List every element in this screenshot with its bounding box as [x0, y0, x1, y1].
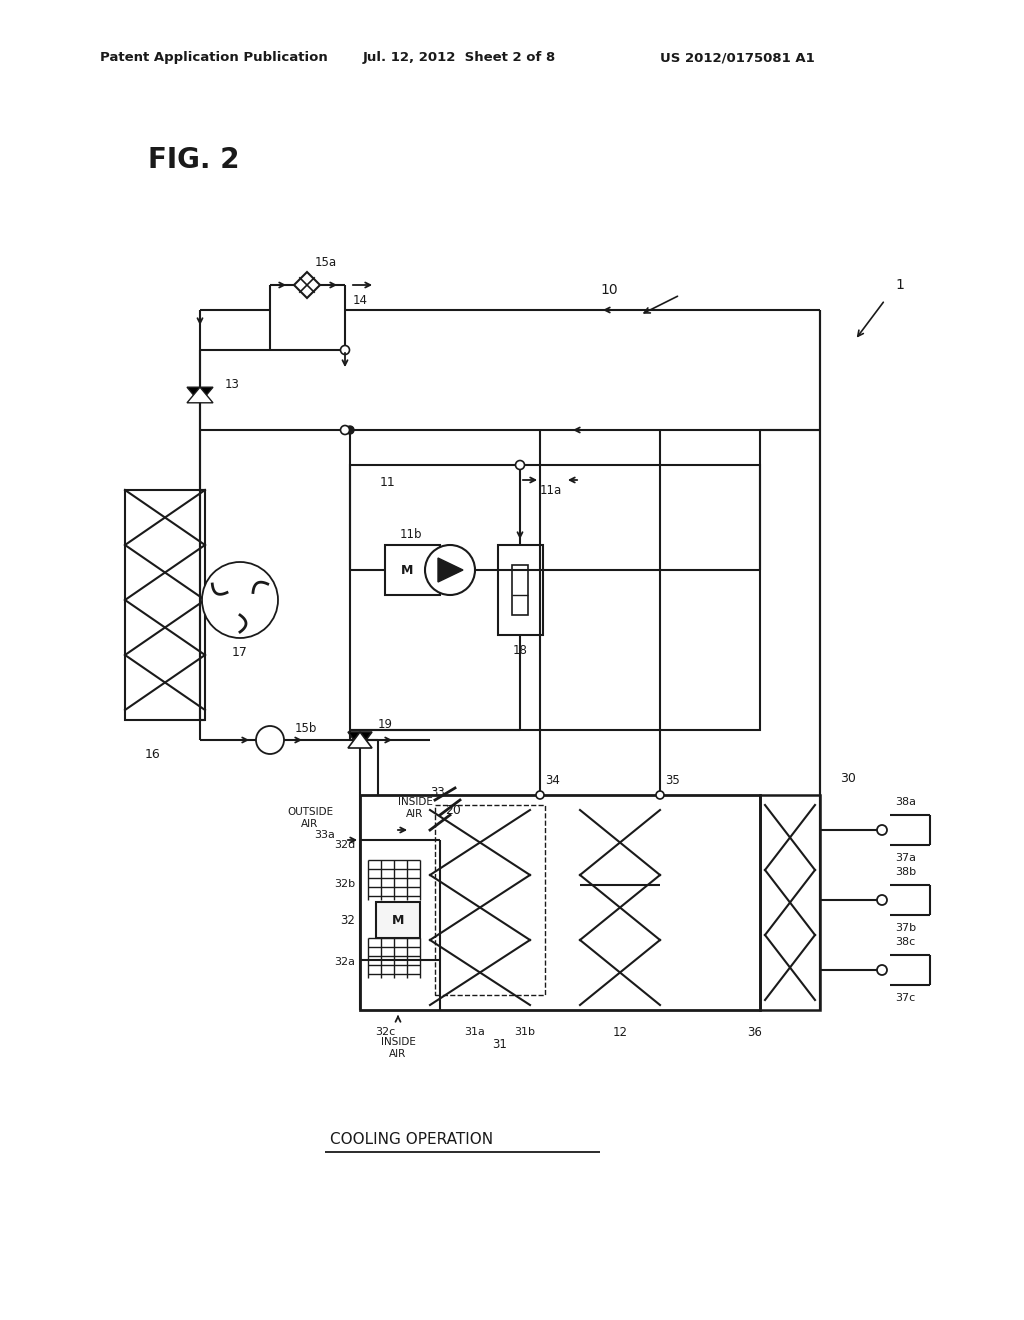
- Text: 11a: 11a: [540, 483, 562, 496]
- Text: 15a: 15a: [315, 256, 337, 268]
- Text: M: M: [392, 913, 404, 927]
- Bar: [760, 795, 820, 1010]
- Circle shape: [877, 825, 887, 836]
- Text: COOLING OPERATION: COOLING OPERATION: [330, 1133, 494, 1147]
- Text: 37b: 37b: [895, 923, 916, 933]
- Bar: [125, 490, 205, 719]
- Text: 38c: 38c: [895, 937, 915, 946]
- Text: 16: 16: [145, 748, 161, 762]
- Text: 14: 14: [353, 293, 368, 306]
- Text: 30: 30: [840, 771, 856, 784]
- Text: 31a: 31a: [465, 1027, 485, 1038]
- Text: 35: 35: [665, 774, 680, 787]
- Bar: [350, 465, 760, 730]
- Circle shape: [346, 426, 354, 434]
- Text: 19: 19: [378, 718, 393, 731]
- Polygon shape: [187, 387, 213, 403]
- Text: 38b: 38b: [895, 867, 916, 876]
- Text: 32d: 32d: [334, 840, 355, 850]
- Text: 11: 11: [380, 477, 395, 490]
- Bar: [385, 545, 440, 595]
- Circle shape: [877, 895, 887, 906]
- Text: 1: 1: [895, 279, 904, 292]
- Text: 31: 31: [493, 1039, 508, 1052]
- Text: 32a: 32a: [334, 957, 355, 968]
- Bar: [512, 565, 528, 615]
- Text: 20: 20: [445, 804, 461, 817]
- Circle shape: [202, 562, 278, 638]
- Text: INSIDE
AIR: INSIDE AIR: [381, 1038, 416, 1059]
- Text: 37a: 37a: [895, 853, 916, 863]
- Circle shape: [341, 426, 349, 434]
- Polygon shape: [187, 387, 213, 403]
- Polygon shape: [294, 272, 319, 298]
- Circle shape: [877, 965, 887, 975]
- Text: INSIDE
AIR: INSIDE AIR: [397, 797, 432, 818]
- Text: 38a: 38a: [895, 797, 916, 807]
- Bar: [498, 545, 543, 635]
- Polygon shape: [348, 733, 372, 748]
- Polygon shape: [348, 733, 372, 748]
- Text: 11b: 11b: [400, 528, 423, 541]
- Circle shape: [425, 545, 475, 595]
- Text: 34: 34: [545, 774, 560, 787]
- Polygon shape: [438, 558, 463, 582]
- Text: OUTSIDE
AIR: OUTSIDE AIR: [287, 808, 333, 829]
- Text: 32c: 32c: [375, 1027, 395, 1038]
- Text: 31b: 31b: [514, 1027, 536, 1038]
- Text: US 2012/0175081 A1: US 2012/0175081 A1: [660, 51, 815, 65]
- Text: 37c: 37c: [895, 993, 915, 1003]
- Circle shape: [341, 425, 349, 434]
- Circle shape: [341, 346, 349, 355]
- Circle shape: [256, 726, 284, 754]
- Circle shape: [656, 791, 664, 799]
- Text: M: M: [400, 564, 414, 577]
- Text: 18: 18: [513, 644, 527, 656]
- Text: 33a: 33a: [314, 830, 335, 840]
- Text: 17: 17: [232, 647, 248, 660]
- Text: 15b: 15b: [295, 722, 317, 734]
- Text: 33: 33: [430, 787, 444, 800]
- Text: 32b: 32b: [334, 879, 355, 888]
- Circle shape: [515, 461, 524, 470]
- Bar: [435, 805, 545, 995]
- Text: 32: 32: [340, 913, 355, 927]
- Text: Jul. 12, 2012  Sheet 2 of 8: Jul. 12, 2012 Sheet 2 of 8: [362, 51, 556, 65]
- Bar: [360, 795, 760, 1010]
- Text: 13: 13: [225, 379, 240, 392]
- Text: 36: 36: [748, 1026, 763, 1039]
- Circle shape: [536, 791, 544, 799]
- Text: 12: 12: [612, 1026, 628, 1039]
- Text: 10: 10: [600, 282, 617, 297]
- Bar: [376, 902, 420, 939]
- Text: Patent Application Publication: Patent Application Publication: [100, 51, 328, 65]
- Text: FIG. 2: FIG. 2: [148, 147, 240, 174]
